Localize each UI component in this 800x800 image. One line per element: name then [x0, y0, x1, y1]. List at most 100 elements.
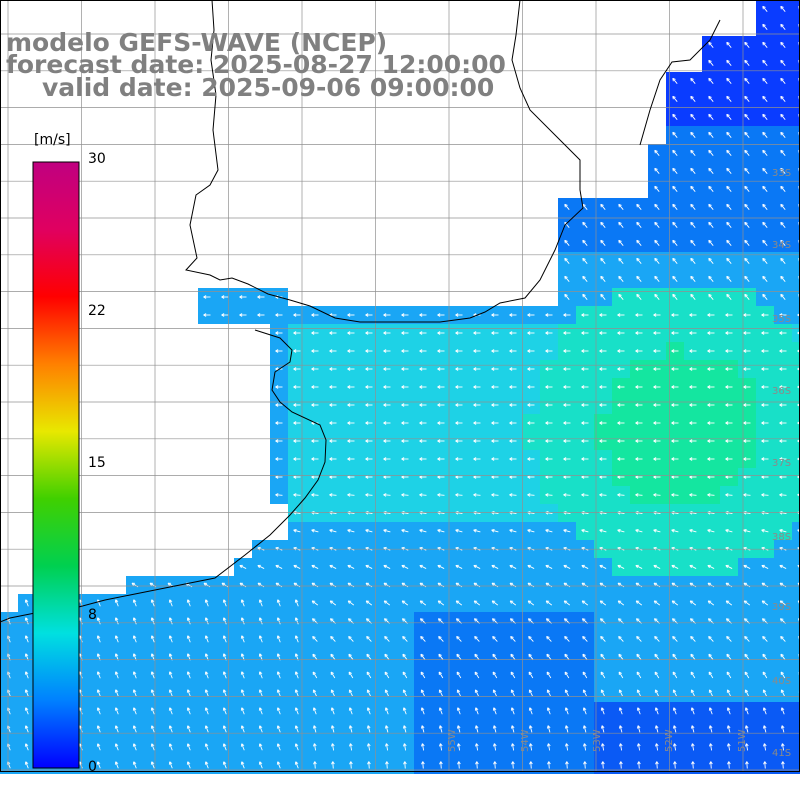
wind-arrow — [527, 600, 535, 606]
wind-cell — [792, 756, 800, 774]
wind-arrow — [240, 653, 245, 661]
wind-arrow — [744, 95, 750, 102]
wind-arrow — [689, 528, 697, 533]
wind-cell — [792, 414, 800, 432]
wind-arrow — [492, 635, 498, 642]
wind-arrow — [239, 295, 247, 299]
wind-arrow — [294, 671, 299, 679]
wind-arrow — [348, 689, 353, 697]
wind-arrow — [707, 457, 715, 461]
wind-arrow — [581, 600, 589, 606]
wind-arrow — [510, 653, 516, 661]
latitude-label: 41S — [772, 748, 791, 759]
wind-arrow — [473, 367, 481, 371]
wind-arrow — [492, 653, 498, 661]
wind-arrow — [313, 761, 317, 769]
wind-arrow — [654, 725, 659, 733]
wind-arrow — [564, 653, 570, 661]
wind-arrow — [654, 221, 660, 228]
wind-cell — [792, 36, 800, 54]
wind-arrow — [725, 564, 733, 569]
wind-arrow — [473, 493, 481, 497]
wind-arrow — [708, 671, 714, 679]
wind-arrow — [545, 349, 553, 353]
wind-arrow — [204, 671, 209, 679]
wind-arrow — [617, 528, 625, 533]
wind-arrow — [509, 564, 517, 569]
wind-arrow — [653, 457, 661, 461]
wind-arrow — [780, 653, 786, 661]
wind-arrow — [780, 113, 786, 120]
wind-arrow — [114, 599, 119, 607]
wind-arrow — [653, 600, 661, 606]
wind-arrow — [708, 275, 714, 282]
wind-arrow — [258, 761, 263, 769]
wind-arrow — [690, 689, 695, 697]
wind-arrow — [600, 239, 606, 246]
wind-arrow — [635, 349, 643, 353]
wind-arrow — [456, 671, 462, 679]
wind-arrow — [690, 95, 696, 102]
wind-arrow — [347, 331, 355, 335]
wind-arrow — [419, 313, 427, 317]
wind-cell — [792, 468, 800, 486]
wind-arrow — [726, 167, 732, 174]
wind-arrow — [653, 493, 661, 497]
wind-arrow — [655, 761, 659, 769]
wind-arrow — [654, 239, 660, 246]
wind-arrow — [474, 635, 480, 642]
wind-arrow — [546, 635, 552, 642]
wind-arrow — [329, 403, 337, 407]
wind-arrow — [599, 385, 607, 389]
wind-cell — [792, 630, 800, 648]
wind-arrow — [780, 167, 786, 174]
wind-arrow — [744, 59, 750, 66]
wind-arrow — [599, 600, 607, 606]
wind-arrow — [671, 385, 679, 389]
wind-arrow — [509, 600, 517, 606]
wind-arrow — [403, 761, 407, 769]
wind-arrow — [132, 707, 137, 715]
wind-arrow — [707, 564, 715, 569]
wind-arrow — [455, 403, 463, 407]
wind-arrow — [439, 761, 443, 769]
wind-arrow — [636, 257, 642, 264]
wind-cell — [792, 486, 800, 504]
wind-arrow — [726, 41, 732, 48]
wind-arrow — [348, 725, 353, 733]
wind-arrow — [203, 313, 211, 317]
wind-arrow — [258, 599, 263, 607]
wind-arrow — [366, 653, 372, 661]
wind-arrow — [780, 41, 786, 48]
wind-arrow — [762, 725, 767, 733]
wind-arrow — [708, 167, 714, 174]
wind-arrow — [690, 725, 695, 733]
wind-arrow — [653, 528, 661, 533]
wind-arrow — [743, 564, 751, 569]
wind-arrow — [276, 617, 281, 625]
wind-arrow — [258, 743, 263, 751]
wind-arrow — [384, 725, 389, 733]
wind-arrow — [582, 635, 588, 642]
wind-arrow — [635, 331, 643, 335]
longitude-label: 53W — [592, 729, 603, 752]
wind-arrow — [402, 635, 408, 642]
wind-arrow — [114, 725, 119, 733]
wind-arrow — [96, 689, 101, 697]
wind-arrow — [690, 257, 696, 264]
wind-arrow — [293, 528, 301, 533]
wind-arrow — [276, 743, 281, 751]
wind-arrow — [132, 635, 137, 643]
wind-arrow — [457, 743, 461, 751]
wind-arrow — [563, 493, 571, 497]
wind-arrow — [546, 671, 552, 679]
wind-arrow — [150, 653, 155, 661]
wind-arrow — [726, 185, 732, 192]
wind-arrow — [635, 564, 643, 569]
wind-arrow — [563, 367, 571, 371]
wind-arrow — [599, 349, 607, 353]
wind-arrow — [510, 671, 516, 679]
wind-arrow — [545, 439, 553, 443]
wind-arrow — [384, 653, 390, 661]
wind-arrow — [168, 707, 173, 715]
